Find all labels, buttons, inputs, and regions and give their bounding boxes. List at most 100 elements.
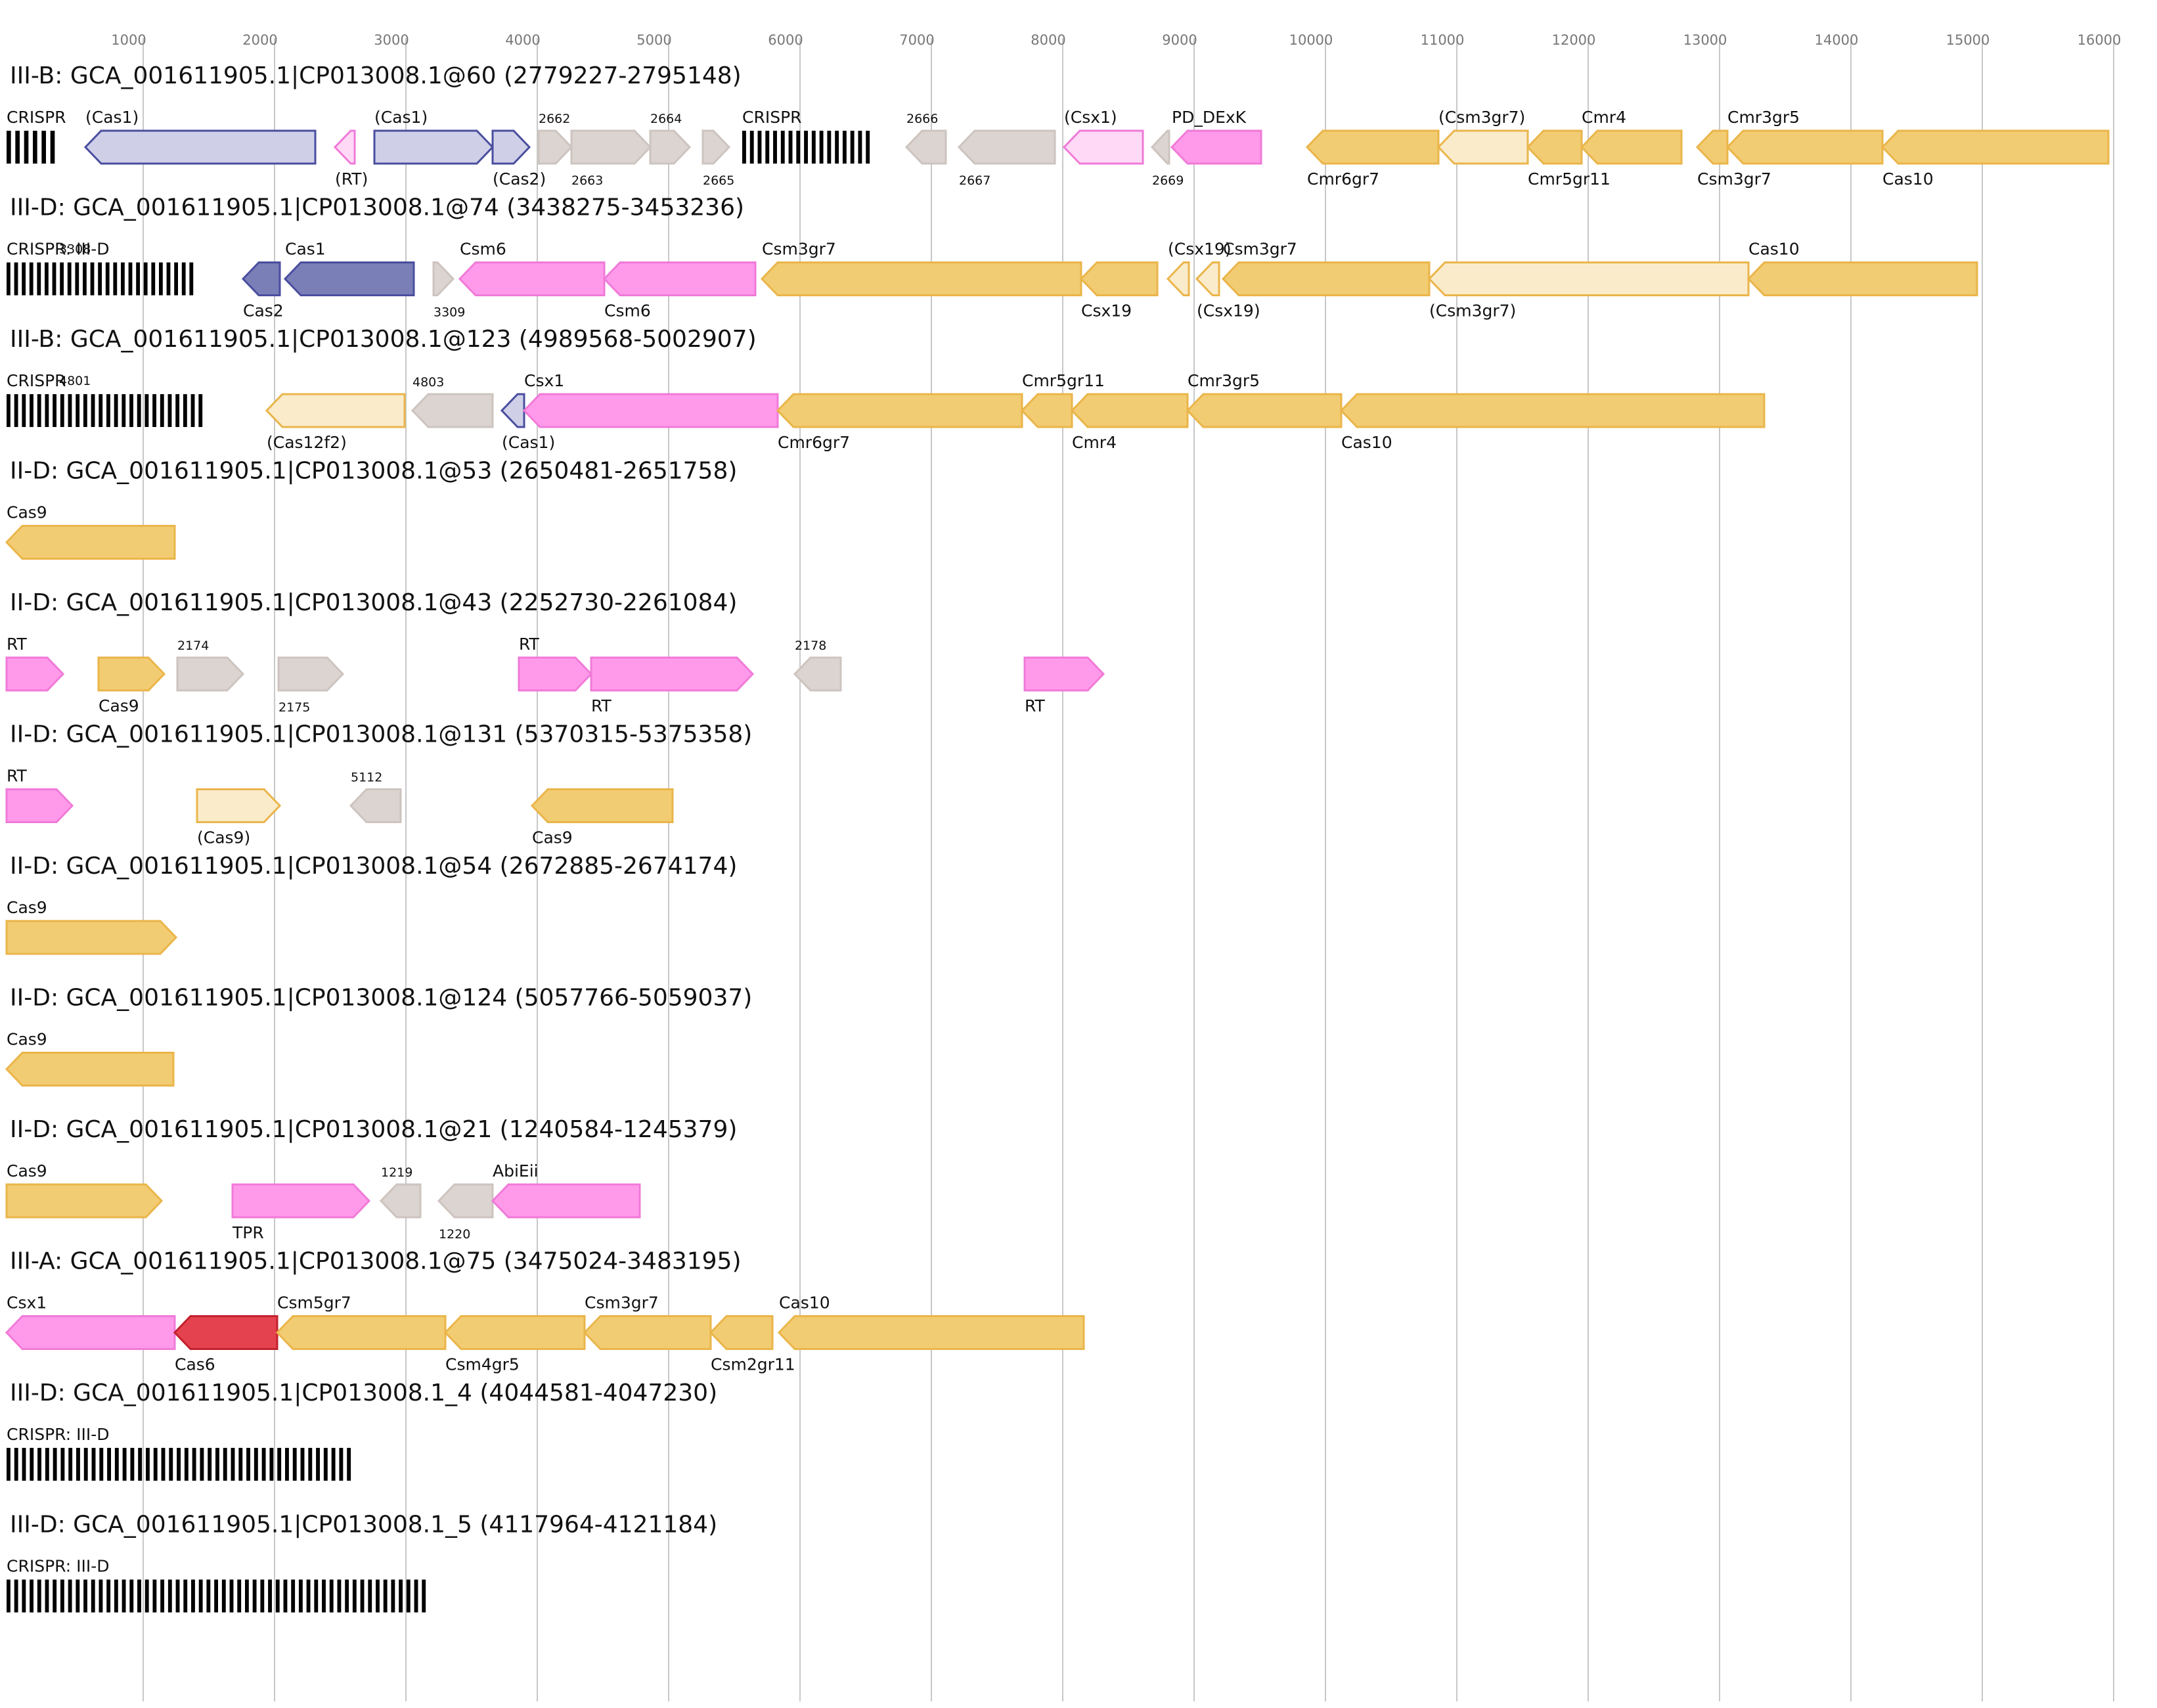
locus-track: III-D: GCA_001611905.1|CP013008.1_4 (404… [7, 1380, 717, 1481]
gene-label: 1220 [439, 1227, 470, 1242]
crispr-repeat [177, 1448, 181, 1481]
crispr-repeat [68, 394, 72, 427]
crispr-repeat [53, 1448, 57, 1481]
axis-tick-label: 15000 [1946, 32, 1990, 48]
gene-label: Csx19 [1081, 302, 1132, 321]
axis-tick-label: 11000 [1421, 32, 1465, 48]
gene-label: Csm2gr11 [711, 1355, 795, 1374]
locus-track: II-D: GCA_001611905.1|CP013008.1@21 (124… [5, 1116, 737, 1242]
crispr-repeat [175, 394, 180, 427]
gene-label: Cas10 [779, 1293, 830, 1313]
crispr-repeat [122, 1448, 127, 1481]
crispr-repeat [91, 394, 95, 427]
gene-label: (Csx19) [1168, 240, 1232, 259]
crispr-repeat [83, 262, 87, 296]
crispr-repeat [30, 1448, 34, 1481]
crispr-repeat [152, 1579, 157, 1613]
crispr-repeat [765, 131, 770, 164]
axis-tick-label: 6000 [768, 32, 803, 48]
gene-label: 5112 [351, 771, 382, 785]
crispr-repeat [76, 1579, 80, 1613]
gene-label: Cas9 [532, 828, 573, 847]
gene-arrow [5, 1052, 175, 1087]
crispr-array: CRISPR: III-D [7, 1425, 351, 1481]
axis-tick-label: 5000 [636, 32, 671, 48]
crispr-repeat [7, 394, 11, 427]
crispr-repeat [244, 1579, 249, 1613]
gene-arrow [1436, 129, 1529, 165]
crispr-repeat [45, 1448, 49, 1481]
crispr-repeat [122, 394, 126, 427]
crispr-repeat [50, 131, 55, 164]
gene-arrow [1580, 129, 1683, 165]
gene-label: 2664 [650, 112, 682, 126]
crispr-repeat [200, 1448, 204, 1481]
gene-arrow [1186, 393, 1343, 428]
gene-arrow [709, 1315, 774, 1350]
crispr-repeat [14, 1579, 18, 1613]
crispr-repeat [842, 131, 847, 164]
gene-label: Csm5gr7 [277, 1293, 351, 1313]
gene-label: TPR [232, 1223, 264, 1242]
gene-arrow [379, 1183, 422, 1219]
crispr-repeat [45, 394, 49, 427]
crispr-repeat [231, 1448, 235, 1481]
gene-label: (Cas1) [374, 108, 428, 127]
crispr-repeat [414, 1579, 418, 1613]
crispr-repeat [15, 131, 20, 164]
locus-track: II-D: GCA_001611905.1|CP013008.1@54 (267… [5, 853, 737, 955]
gene-arrow [590, 656, 755, 692]
track-title: II-D: GCA_001611905.1|CP013008.1@124 (50… [10, 985, 752, 1012]
crispr-repeat [113, 262, 118, 296]
gene-label: RT [7, 767, 28, 786]
crispr-repeat [7, 1448, 11, 1481]
gene-label: Csm3gr7 [1697, 169, 1771, 189]
crispr-repeat [191, 1579, 195, 1613]
gene-arrow [265, 393, 406, 428]
gene-arrow [1023, 656, 1105, 692]
gene-arrow [97, 656, 166, 692]
crispr-repeat [75, 262, 79, 296]
gene-arrow [1526, 129, 1583, 165]
axis-tick-label: 1000 [111, 32, 146, 48]
track-title: II-D: GCA_001611905.1|CP013008.1@54 (267… [10, 853, 737, 880]
crispr-repeat [406, 1579, 411, 1613]
gene-label: RT [591, 696, 612, 715]
gene-arrow [277, 656, 345, 692]
gene-label: Cmr4 [1582, 108, 1626, 127]
crispr-repeat [76, 1448, 80, 1481]
track-title: III-A: GCA_001611905.1|CP013008.1@75 (34… [10, 1248, 742, 1275]
crispr-repeat [91, 1448, 96, 1481]
crispr-repeat [14, 262, 18, 296]
crispr-repeat [850, 131, 855, 164]
gene-arrow [5, 656, 65, 692]
track-title: III-D: GCA_001611905.1|CP013008.1_4 (404… [10, 1380, 717, 1406]
gene-arrow [1305, 129, 1440, 165]
crispr-repeat [238, 1448, 243, 1481]
crispr-repeat [30, 1579, 33, 1613]
crispr-repeat [7, 1579, 11, 1613]
crispr-repeat [268, 1579, 272, 1613]
gene-label: 4803 [412, 375, 444, 390]
crispr-number: 4801 [59, 374, 91, 388]
gene-arrow [333, 129, 356, 165]
gene-label: 2175 [278, 700, 310, 715]
crispr-repeat [146, 1448, 150, 1481]
axis-tick-label: 13000 [1683, 32, 1727, 48]
gene-label: 2665 [703, 173, 734, 188]
locus-track: II-D: GCA_001611905.1|CP013008.1@131 (53… [5, 721, 752, 847]
crispr-repeat [167, 1579, 172, 1613]
crispr-repeat [22, 394, 26, 427]
crispr-repeat [128, 262, 133, 296]
crispr-repeat [151, 262, 156, 296]
crispr-repeat [175, 1579, 180, 1613]
crispr-repeat [285, 1448, 289, 1481]
crispr-repeat [322, 1579, 326, 1613]
gene-label: (Csm3gr7) [1438, 108, 1525, 127]
crispr-repeat [159, 262, 163, 296]
crispr-repeat [106, 1579, 111, 1613]
gene-label: 2178 [795, 639, 826, 653]
gene-label: Cmr3gr5 [1727, 108, 1800, 127]
crispr-repeat [376, 1579, 380, 1613]
